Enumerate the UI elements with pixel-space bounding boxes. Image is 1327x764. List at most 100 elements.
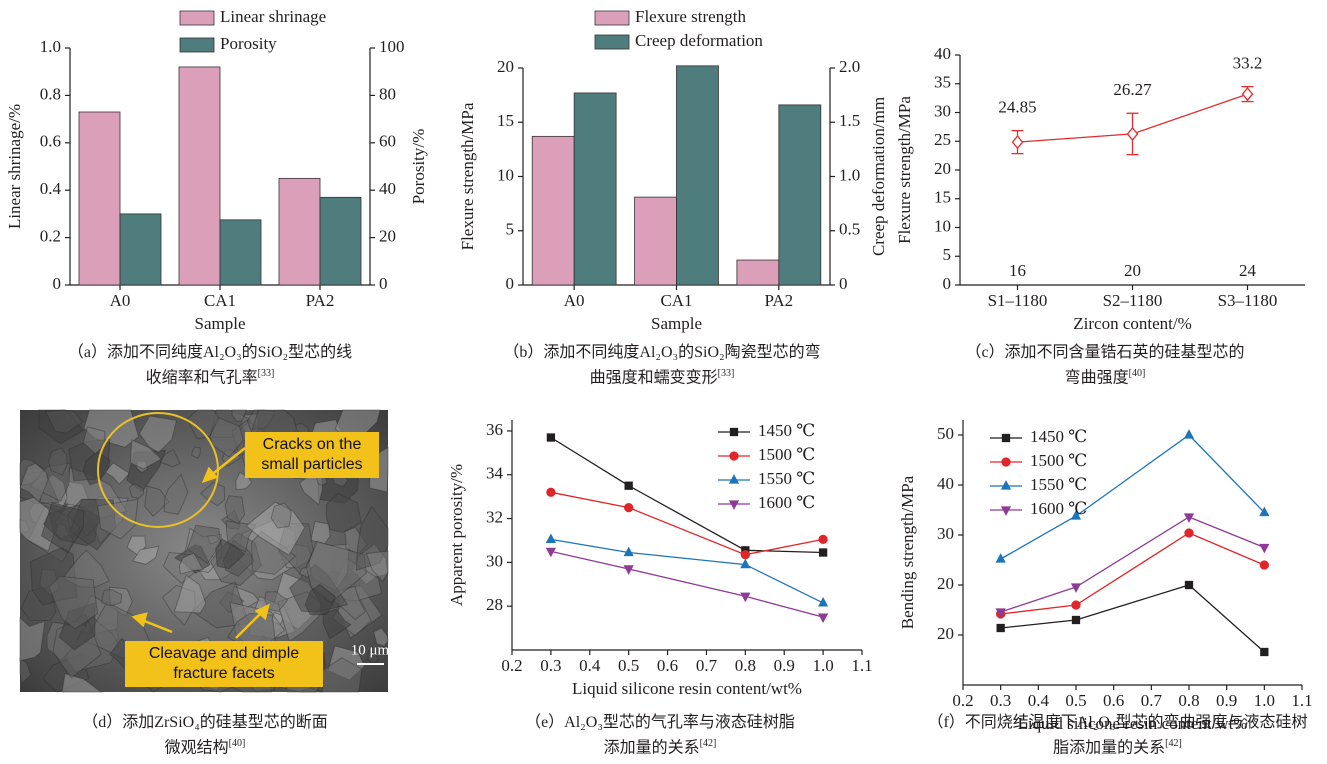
y-tick-label: 30 [934, 101, 951, 120]
annotation-box: Cracks on the small particles [245, 432, 379, 478]
caption-ref: [40] [229, 738, 246, 749]
marker [731, 429, 738, 436]
marker [1002, 482, 1010, 490]
y2-tick-label: 2.0 [839, 57, 860, 76]
y-tick-label: 28 [486, 595, 503, 614]
series-line [1001, 585, 1265, 652]
x-tick-label: 0.9 [774, 656, 795, 675]
caption-text: （f）不同烧结温度下Al₂O₃型芯的弯曲强度与液态硅树脂添加量的关系 [927, 714, 1307, 756]
x-tick-label: PA2 [306, 291, 335, 310]
bar [635, 197, 677, 285]
x-tick-label: 1.1 [1291, 691, 1312, 710]
legend-label: 1600 ℃ [758, 493, 815, 512]
y-tick-label: 35 [934, 73, 951, 92]
y2-tick-label: 1.0 [839, 165, 860, 184]
y-tick-label: 0 [506, 274, 515, 293]
y-tick-label: 0.4 [40, 179, 62, 198]
marker [1072, 601, 1080, 609]
y2-tick-label: 0 [379, 274, 388, 293]
caption-ref: [40] [1129, 368, 1146, 379]
y-tick-label: 30 [937, 524, 954, 543]
caption-ref: [42] [700, 738, 717, 749]
y2-tick-label: 100 [379, 37, 405, 56]
caption-ref: [33] [718, 368, 735, 379]
annotation: 24 [1239, 261, 1257, 280]
y-tick-label: 25 [934, 130, 951, 149]
marker [1243, 88, 1253, 100]
x-tick-label: 0.8 [1178, 691, 1199, 710]
marker [1260, 561, 1268, 569]
y-tick-label: 0.6 [40, 132, 61, 151]
caption-ref: [33] [258, 368, 275, 379]
bar [179, 67, 220, 285]
marker [997, 625, 1004, 632]
caption: （f）不同烧结温度下Al₂O₃型芯的弯曲强度与液态硅树脂添加量的关系[42] [925, 712, 1310, 758]
y-axis-label: Bending strength/MPa [898, 475, 917, 629]
marker [820, 549, 827, 556]
x-tick-label: 0.5 [1065, 691, 1086, 710]
y2-tick-label: 20 [379, 227, 396, 246]
x-tick-label: A0 [564, 291, 585, 310]
x-tick-label: 0.5 [618, 656, 639, 675]
series-line [1001, 517, 1265, 612]
y-tick-label: 50 [937, 424, 954, 443]
y-tick-label: 32 [486, 507, 503, 526]
y2-tick-label: 0 [839, 274, 848, 293]
marker [819, 614, 827, 622]
legend-label: 1500 ℃ [1030, 451, 1087, 470]
data-label: 26.27 [1113, 80, 1152, 99]
x-tick-label: S3–1180 [1218, 291, 1278, 310]
bar [279, 178, 320, 285]
y-tick-label: 20 [934, 159, 951, 178]
legend-label: 1550 ℃ [758, 469, 815, 488]
marker [1186, 582, 1193, 589]
caption-text: （d）添加ZrSiO₄的硅基型芯的断面微观结构 [82, 714, 328, 756]
y-tick-label: 0.8 [40, 84, 61, 103]
y-tick-label: 36 [486, 420, 503, 439]
scale-bar-label: 10 μm [351, 642, 390, 658]
y-tick-label: 40 [934, 44, 951, 63]
marker [819, 535, 827, 543]
bar [220, 220, 261, 285]
y-axis-label: Flexure strength/MPa [458, 102, 477, 250]
legend-label: Flexure strength [635, 7, 746, 26]
figure: 10 μm 00.20.40.60.81.0020406080100Porosi… [0, 0, 1327, 764]
annotation-box: Cleavage and dimple fracture facets [125, 641, 323, 687]
marker [1013, 136, 1023, 148]
x-tick-label: 0.4 [579, 656, 601, 675]
y-tick-label: 5 [943, 245, 952, 264]
legend-swatch [180, 38, 214, 52]
y-tick-label: 20 [497, 57, 514, 76]
y-axis-label: Linear shrinage/% [5, 104, 24, 229]
y-tick-label: 5 [506, 220, 515, 239]
legend-swatch [180, 11, 214, 25]
x-tick-label: 0.3 [990, 691, 1011, 710]
marker [625, 482, 632, 489]
y-tick-label: 10 [934, 216, 951, 235]
y-axis-label: Flexure strength/MPa [895, 96, 914, 244]
legend-label: Creep deformation [635, 31, 763, 50]
x-tick-label: 0.7 [1141, 691, 1163, 710]
marker [1260, 545, 1268, 553]
y2-axis-label: Porosity/% [409, 129, 428, 205]
y2-axis-label: Creep deformation/mm [869, 97, 888, 256]
legend-label: 1450 ℃ [758, 421, 815, 440]
bar [779, 105, 821, 285]
caption: （e）Al₂O₃型芯的气孔率与液态硅树脂添加量的关系[42] [522, 712, 798, 758]
x-tick-label: 0.6 [1103, 691, 1124, 710]
marker [1261, 649, 1268, 656]
caption: （c）添加不同含量锆石英的硅基型芯的弯曲强度[40] [960, 342, 1250, 388]
y-tick-label: 40 [937, 474, 954, 493]
y-tick-label: 0 [943, 274, 952, 293]
x-tick-label: CA1 [204, 291, 236, 310]
bar [574, 93, 616, 285]
x-axis-label: Sample [651, 314, 702, 333]
x-tick-label: 1.0 [1254, 691, 1275, 710]
marker [1128, 128, 1138, 140]
y-tick-label: 20 [937, 574, 954, 593]
legend-swatch [595, 11, 629, 25]
marker [1185, 529, 1193, 537]
marker [1185, 431, 1193, 439]
y-tick-label: 1.0 [40, 37, 61, 56]
marker [730, 501, 738, 509]
